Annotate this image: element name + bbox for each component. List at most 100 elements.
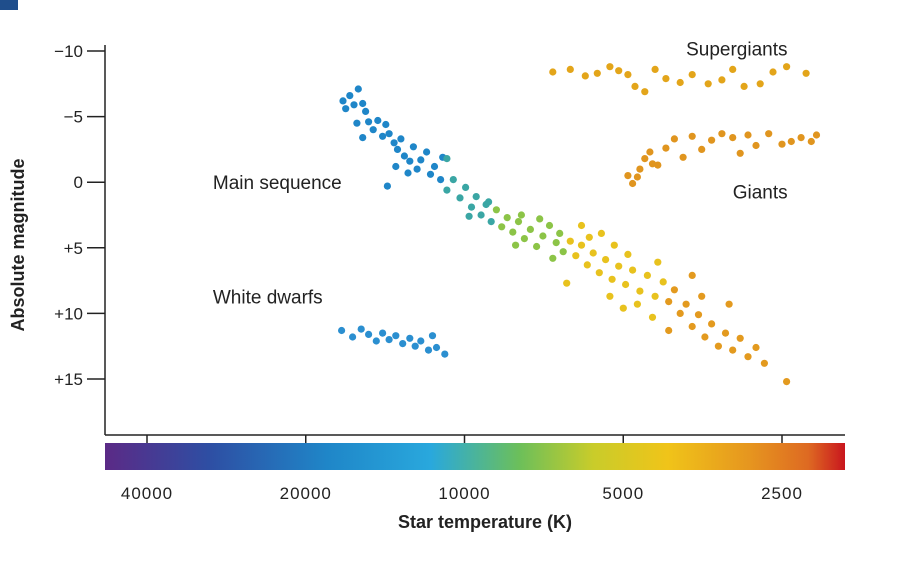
star-point [462,183,470,191]
star-point [365,330,373,338]
star-point [688,71,696,79]
star-point [797,134,805,142]
star-point [430,162,439,171]
x-tick-label: 5000 [602,484,644,503]
star-point [769,68,777,76]
star-point [359,99,367,108]
star-point [556,229,564,237]
star-point [631,82,639,90]
star-point [533,242,541,251]
star-point [411,342,419,350]
star-point [526,225,535,233]
star-point [648,313,657,321]
star-point [651,292,659,300]
star-point [729,65,737,73]
star-point [787,137,795,146]
region-label: Giants [733,182,788,203]
star-point [729,346,737,354]
y-tick-label: +10 [54,304,83,323]
star-point [698,145,706,153]
star-point [539,232,547,240]
star-point [432,343,441,352]
star-point [559,248,567,256]
star-point [606,63,614,71]
star-point [718,76,726,84]
star-point [392,332,400,340]
star-point [397,135,405,143]
star-point [563,279,571,287]
star-point [595,269,603,277]
star-point [443,186,451,194]
star-point [428,332,437,340]
star-point [679,153,687,161]
star-point [437,176,445,184]
star-point [498,223,506,231]
star-point [622,280,630,289]
star-point [517,211,526,219]
star-point [736,149,744,157]
star-point [417,337,425,345]
star-point [549,68,557,76]
star-point [615,67,623,75]
star-point [349,333,357,341]
star-point [676,78,684,87]
star-point [708,320,716,328]
star-point [346,92,354,100]
star-point [629,266,637,274]
star-point [602,256,610,264]
star-point [688,322,696,331]
temperature-colorbar [105,443,845,470]
star-point [783,378,791,386]
star-point [406,157,414,165]
star-point [648,160,657,168]
star-point [379,329,387,337]
star-point [662,144,670,152]
star-point [701,333,709,341]
star-point [456,194,464,202]
star-point [676,309,684,317]
star-point [619,304,627,312]
star-point [659,278,667,286]
star-point [503,214,511,222]
star-point [357,325,365,333]
star-point [581,72,589,80]
star-point [342,105,350,113]
star-point [708,136,716,144]
star-point [449,176,457,184]
star-point [765,130,773,138]
star-point [472,193,480,201]
star-point [643,271,652,279]
star-point [670,286,679,294]
star-point [350,101,358,109]
star-point [585,233,593,241]
star-point [545,221,554,230]
star-point [752,343,760,352]
star-point [409,143,417,151]
y-tick-label: 0 [74,173,83,192]
star-point [467,203,476,211]
region-label: Supergiants [686,39,787,60]
region-label: Main sequence [213,173,342,194]
star-point [393,145,402,153]
star-point [665,326,673,335]
star-point [424,346,433,354]
star-point [423,148,431,156]
region-label: White dwarfs [213,287,323,308]
star-point [514,218,523,226]
star-point [698,292,706,300]
star-point [597,229,606,237]
star-point [624,71,632,79]
star-point [629,179,637,188]
star-point [404,169,412,177]
star-point [390,139,398,147]
star-point [682,300,690,308]
star-point [740,82,748,90]
star-point [624,250,632,258]
star-point [736,334,744,342]
star-point [718,130,726,138]
star-point [756,80,764,88]
star-point [636,287,644,295]
star-point [593,69,601,77]
star-point [338,326,346,335]
star-point [426,170,435,178]
